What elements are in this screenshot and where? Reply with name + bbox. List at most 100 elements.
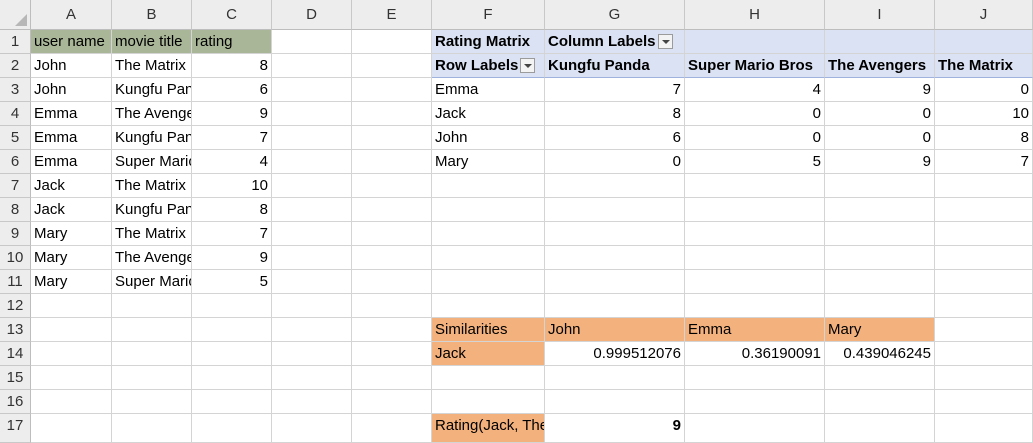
movie-title-cell[interactable]: Super Mario Bros	[112, 270, 192, 294]
column-header-g[interactable]: G	[545, 0, 685, 30]
pivot-value-cell[interactable]: 0	[685, 102, 825, 126]
pivot-value-cell[interactable]: 0	[685, 126, 825, 150]
movie-title-cell[interactable]: Super Mario Bros	[112, 150, 192, 174]
user-name-cell[interactable]: Jack	[31, 198, 112, 222]
pivot-value-cell[interactable]: 10	[935, 102, 1033, 126]
rating-cell[interactable]: 8	[192, 198, 272, 222]
cell-g15[interactable]	[545, 366, 685, 390]
cell-c14[interactable]	[192, 342, 272, 366]
cell-d17[interactable]	[272, 414, 352, 443]
cell-g11[interactable]	[545, 270, 685, 294]
cell-e12[interactable]	[352, 294, 432, 318]
cell-i17[interactable]	[825, 414, 935, 443]
user-name-cell[interactable]: Jack	[31, 174, 112, 198]
cell-h11[interactable]	[685, 270, 825, 294]
similarity-row-label[interactable]: Jack	[432, 342, 545, 366]
cell-b14[interactable]	[112, 342, 192, 366]
cell-j17[interactable]	[935, 414, 1033, 443]
similarities-label[interactable]: Similarities	[432, 318, 545, 342]
user-name-cell[interactable]: Mary	[31, 270, 112, 294]
user-name-cell[interactable]: Emma	[31, 102, 112, 126]
column-labels-filter-dropdown-icon[interactable]	[657, 33, 673, 49]
movie-title-cell[interactable]: Kungfu Panda	[112, 126, 192, 150]
cell-g8[interactable]	[545, 198, 685, 222]
row-header-10[interactable]: 10	[0, 246, 31, 270]
cell-d6[interactable]	[272, 150, 352, 174]
select-all-corner[interactable]	[0, 0, 31, 30]
movie-title-cell[interactable]: Kungfu Panda	[112, 78, 192, 102]
pivot-row-label[interactable]: Emma	[432, 78, 545, 102]
movie-title-cell[interactable]: Kungfu Panda	[112, 198, 192, 222]
row-header-16[interactable]: 16	[0, 390, 31, 414]
rating-cell[interactable]: 10	[192, 174, 272, 198]
cell-g7[interactable]	[545, 174, 685, 198]
cell-e2[interactable]	[352, 54, 432, 78]
cell-i10[interactable]	[825, 246, 935, 270]
cell-c15[interactable]	[192, 366, 272, 390]
movie-title-cell[interactable]: The Matrix	[112, 174, 192, 198]
row-header-6[interactable]: 6	[0, 150, 31, 174]
row-header-14[interactable]: 14	[0, 342, 31, 366]
pivot-column-header[interactable]: The Matrix	[935, 54, 1033, 78]
cell-i8[interactable]	[825, 198, 935, 222]
similarity-user-header[interactable]: Mary	[825, 318, 935, 342]
row-header-4[interactable]: 4	[0, 102, 31, 126]
row-header-9[interactable]: 9	[0, 222, 31, 246]
movie-title-cell[interactable]: The Matrix	[112, 222, 192, 246]
cell-e9[interactable]	[352, 222, 432, 246]
cell-d1[interactable]	[272, 30, 352, 54]
column-header-h[interactable]: H	[685, 0, 825, 30]
cell-e3[interactable]	[352, 78, 432, 102]
cell-g10[interactable]	[545, 246, 685, 270]
similarity-value-cell[interactable]: 0.999512076	[545, 342, 685, 366]
cell-c12[interactable]	[192, 294, 272, 318]
rating-cell[interactable]: 5	[192, 270, 272, 294]
cell-d16[interactable]	[272, 390, 352, 414]
cell-e1[interactable]	[352, 30, 432, 54]
rating-cell[interactable]: 6	[192, 78, 272, 102]
cell-a14[interactable]	[31, 342, 112, 366]
cell-e5[interactable]	[352, 126, 432, 150]
cell-d9[interactable]	[272, 222, 352, 246]
cell-d5[interactable]	[272, 126, 352, 150]
pivot-header-i1[interactable]	[825, 30, 935, 54]
cell-h12[interactable]	[685, 294, 825, 318]
cell-d8[interactable]	[272, 198, 352, 222]
cell-e15[interactable]	[352, 366, 432, 390]
header-rating[interactable]: rating	[192, 30, 272, 54]
pivot-header-h1[interactable]	[685, 30, 825, 54]
column-header-e[interactable]: E	[352, 0, 432, 30]
cell-i16[interactable]	[825, 390, 935, 414]
pivot-column-labels[interactable]: Column Labels	[545, 30, 685, 54]
row-header-7[interactable]: 7	[0, 174, 31, 198]
cell-h10[interactable]	[685, 246, 825, 270]
pivot-row-label[interactable]: John	[432, 126, 545, 150]
pivot-row-label[interactable]: Jack	[432, 102, 545, 126]
cell-a17[interactable]	[31, 414, 112, 443]
cell-f9[interactable]	[432, 222, 545, 246]
pivot-value-cell[interactable]: 6	[545, 126, 685, 150]
cell-j8[interactable]	[935, 198, 1033, 222]
row-header-11[interactable]: 11	[0, 270, 31, 294]
row-header-13[interactable]: 13	[0, 318, 31, 342]
cell-d10[interactable]	[272, 246, 352, 270]
row-header-5[interactable]: 5	[0, 126, 31, 150]
cell-h16[interactable]	[685, 390, 825, 414]
pivot-row-labels[interactable]: Row Labels	[432, 54, 545, 78]
cell-h15[interactable]	[685, 366, 825, 390]
column-header-d[interactable]: D	[272, 0, 352, 30]
cell-j7[interactable]	[935, 174, 1033, 198]
header-user-name[interactable]: user name	[31, 30, 112, 54]
cell-e4[interactable]	[352, 102, 432, 126]
pivot-column-header[interactable]: Kungfu Panda	[545, 54, 685, 78]
cell-f16[interactable]	[432, 390, 545, 414]
similarity-value-cell[interactable]: 0.36190091	[685, 342, 825, 366]
row-header-17[interactable]: 17	[0, 414, 31, 443]
cell-a13[interactable]	[31, 318, 112, 342]
cell-e6[interactable]	[352, 150, 432, 174]
cell-i15[interactable]	[825, 366, 935, 390]
cell-f7[interactable]	[432, 174, 545, 198]
cell-j10[interactable]	[935, 246, 1033, 270]
pivot-value-cell[interactable]: 4	[685, 78, 825, 102]
